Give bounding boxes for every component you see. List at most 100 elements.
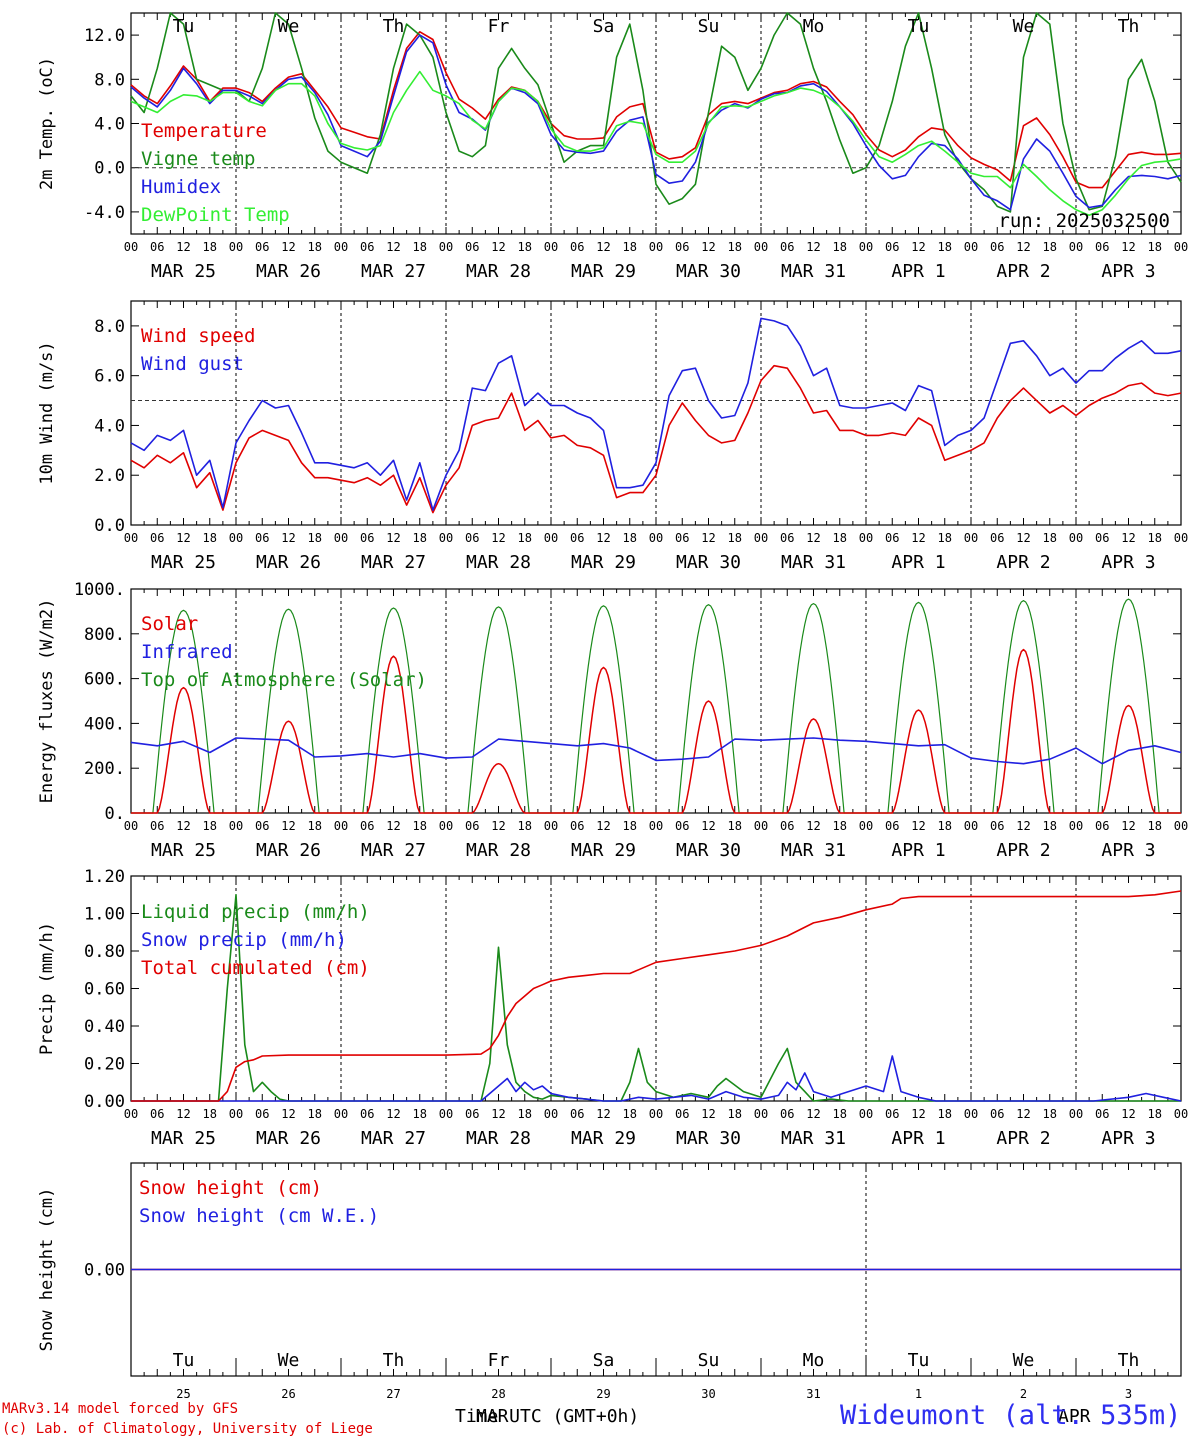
legend-entry: Snow height (cm) bbox=[139, 1177, 322, 1199]
day-of-week-label: Sa bbox=[593, 1350, 615, 1371]
hour-label: 06 bbox=[150, 819, 164, 833]
legend-entry: Infrared bbox=[141, 641, 233, 663]
hour-label: 18 bbox=[833, 240, 847, 254]
hour-label: 00 bbox=[229, 819, 243, 833]
y-tick-label: 2.0 bbox=[94, 466, 125, 486]
hour-label: 00 bbox=[754, 819, 768, 833]
hour-label: 00 bbox=[859, 1107, 873, 1121]
station-name: Wideumont (alt. 535m) bbox=[840, 1400, 1182, 1431]
y-tick-label: 400. bbox=[84, 714, 125, 734]
hour-label: 00 bbox=[964, 531, 978, 545]
hour-label: 18 bbox=[203, 240, 217, 254]
hour-label: 06 bbox=[885, 1107, 899, 1121]
hour-label: 12 bbox=[1121, 240, 1135, 254]
hour-label: 06 bbox=[1095, 819, 1109, 833]
hour-label: 18 bbox=[203, 819, 217, 833]
hour-label: 18 bbox=[938, 1107, 952, 1121]
hour-label: 00 bbox=[334, 240, 348, 254]
date-label: APR 3 bbox=[1101, 1128, 1155, 1149]
date-label: APR 1 bbox=[891, 1128, 945, 1149]
hour-label: 18 bbox=[518, 819, 532, 833]
hour-label: 06 bbox=[360, 819, 374, 833]
hour-label: 12 bbox=[701, 1107, 715, 1121]
hour-label: 12 bbox=[281, 819, 295, 833]
y-tick-label: 1000. bbox=[74, 580, 125, 600]
hour-label: 18 bbox=[938, 531, 952, 545]
day-number-label: 2 bbox=[1020, 1387, 1027, 1401]
hour-label: 12 bbox=[701, 819, 715, 833]
hour-label: 12 bbox=[701, 240, 715, 254]
hour-label: 18 bbox=[938, 819, 952, 833]
hour-label: 18 bbox=[1043, 531, 1057, 545]
hour-label: 06 bbox=[780, 240, 794, 254]
hour-label: 12 bbox=[596, 1107, 610, 1121]
hour-label: 18 bbox=[518, 1107, 532, 1121]
hour-label: 18 bbox=[728, 1107, 742, 1121]
date-label: APR 2 bbox=[996, 840, 1050, 861]
hour-label: 18 bbox=[413, 531, 427, 545]
date-label: APR 2 bbox=[996, 261, 1050, 282]
hour-label: 12 bbox=[1121, 1107, 1135, 1121]
y-tick-label: 8.0 bbox=[94, 317, 125, 337]
hour-label: 18 bbox=[833, 531, 847, 545]
legend-entry: Vigne temp bbox=[141, 148, 255, 170]
hour-label: 06 bbox=[465, 1107, 479, 1121]
series-humidex bbox=[130, 34, 1182, 211]
hour-label: 00 bbox=[649, 819, 663, 833]
hour-label: 00 bbox=[124, 240, 138, 254]
day-of-week-label: Tu bbox=[908, 1350, 930, 1371]
hour-label: 12 bbox=[491, 240, 505, 254]
hour-label: 06 bbox=[675, 1107, 689, 1121]
run-label: run: 2025032500 bbox=[998, 210, 1170, 232]
date-label: MAR 30 bbox=[676, 1128, 741, 1149]
date-label: APR 2 bbox=[996, 1128, 1050, 1149]
hour-label: 06 bbox=[990, 819, 1004, 833]
legend-entry: Liquid precip (mm/h) bbox=[141, 901, 370, 923]
hour-label: 00 bbox=[649, 1107, 663, 1121]
hour-label: 06 bbox=[675, 819, 689, 833]
hour-label: 00 bbox=[649, 531, 663, 545]
hour-label: 06 bbox=[675, 531, 689, 545]
y-tick-label: -4.0 bbox=[84, 203, 125, 223]
day-of-week-label: Mo bbox=[803, 1350, 825, 1371]
day-of-week-label: Th bbox=[383, 16, 405, 37]
hour-label: 00 bbox=[544, 819, 558, 833]
legend-entry: DewPoint Temp bbox=[141, 204, 290, 226]
hour-label: 18 bbox=[623, 240, 637, 254]
series-temperature bbox=[130, 30, 1182, 189]
hour-label: 06 bbox=[1095, 531, 1109, 545]
date-label: MAR 31 bbox=[781, 840, 846, 861]
panel-5 bbox=[130, 1162, 1182, 1377]
hour-label: 18 bbox=[728, 240, 742, 254]
day-of-week-label: Mo bbox=[803, 16, 825, 37]
hour-label: 06 bbox=[990, 240, 1004, 254]
hour-label: 06 bbox=[885, 240, 899, 254]
date-label: MAR 29 bbox=[571, 261, 636, 282]
date-label: MAR 29 bbox=[571, 840, 636, 861]
day-of-week-label: Tu bbox=[908, 16, 930, 37]
hour-label: 06 bbox=[885, 531, 899, 545]
month-label-mar: MAR bbox=[476, 1406, 509, 1427]
y-tick-label: 1.20 bbox=[84, 867, 125, 887]
date-label: MAR 26 bbox=[256, 1128, 321, 1149]
hour-label: 06 bbox=[780, 819, 794, 833]
hour-label: 06 bbox=[150, 1107, 164, 1121]
y-axis-label: Precip (mm/h) bbox=[37, 922, 57, 1055]
date-label: MAR 28 bbox=[466, 552, 531, 573]
hour-label: 06 bbox=[990, 1107, 1004, 1121]
y-tick-label: 12.0 bbox=[84, 26, 125, 46]
hour-label: 12 bbox=[701, 531, 715, 545]
panel-frame bbox=[130, 588, 1182, 814]
hour-label: 00 bbox=[1069, 531, 1083, 545]
day-of-week-label: Fr bbox=[488, 1350, 510, 1371]
day-number-label: 30 bbox=[701, 1387, 715, 1401]
y-tick-label: 0.60 bbox=[84, 980, 125, 1000]
hour-label: 18 bbox=[413, 1107, 427, 1121]
date-label: MAR 26 bbox=[256, 552, 321, 573]
day-of-week-label: We bbox=[1013, 16, 1035, 37]
hour-label: 12 bbox=[281, 1107, 295, 1121]
hour-label: 00 bbox=[124, 1107, 138, 1121]
date-label: MAR 25 bbox=[151, 840, 216, 861]
x-axis-title: Time UTC (GMT+0h) bbox=[455, 1406, 640, 1427]
hour-label: 18 bbox=[1148, 240, 1162, 254]
